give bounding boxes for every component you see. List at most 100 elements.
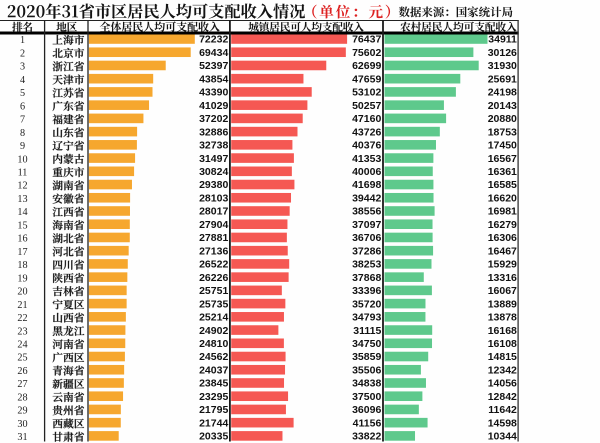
svg-text:29380: 29380: [199, 179, 228, 191]
svg-text:75602: 75602: [352, 47, 381, 59]
svg-text:50257: 50257: [352, 100, 381, 112]
svg-text:31115: 31115: [353, 325, 381, 337]
svg-text:20: 20: [17, 287, 27, 298]
svg-text:36096: 36096: [352, 404, 381, 416]
svg-text:13: 13: [17, 194, 27, 205]
svg-text:43390: 43390: [199, 87, 228, 99]
svg-text:12: 12: [17, 181, 27, 192]
svg-text:62699: 62699: [352, 60, 381, 72]
svg-text:53102: 53102: [352, 87, 381, 99]
svg-text:31497: 31497: [199, 153, 228, 165]
svg-text:72232: 72232: [199, 34, 228, 46]
svg-text:16585: 16585: [488, 179, 517, 191]
svg-text:17450: 17450: [488, 140, 517, 152]
svg-text:14056: 14056: [488, 378, 517, 390]
svg-text:7: 7: [20, 115, 25, 126]
svg-text:16306: 16306: [488, 232, 517, 244]
svg-text:34838: 34838: [352, 378, 381, 390]
svg-text:20143: 20143: [488, 100, 517, 112]
svg-text:11642: 11642: [488, 404, 517, 416]
svg-text:24037: 24037: [199, 364, 228, 376]
svg-text:24198: 24198: [488, 87, 517, 99]
svg-text:31: 31: [17, 432, 27, 443]
svg-text:32738: 32738: [199, 140, 228, 152]
svg-text:36706: 36706: [352, 232, 381, 244]
svg-text:15: 15: [17, 220, 27, 231]
svg-text:37868: 37868: [352, 272, 381, 284]
svg-text:35720: 35720: [352, 298, 381, 310]
svg-text:26: 26: [17, 366, 27, 377]
svg-text:13316: 13316: [488, 272, 517, 284]
svg-text:33396: 33396: [352, 285, 381, 297]
svg-text:28103: 28103: [199, 192, 228, 204]
svg-text:27136: 27136: [199, 245, 228, 257]
svg-text:34911: 34911: [488, 34, 517, 46]
svg-text:16168: 16168: [488, 325, 517, 337]
svg-text:13889: 13889: [488, 298, 517, 310]
svg-text:3: 3: [20, 62, 25, 73]
svg-text:27904: 27904: [199, 219, 228, 231]
svg-text:21744: 21744: [199, 417, 228, 429]
svg-text:37202: 37202: [199, 113, 228, 125]
svg-text:15929: 15929: [488, 259, 517, 271]
svg-text:21795: 21795: [199, 404, 228, 416]
svg-text:30824: 30824: [199, 166, 228, 178]
svg-text:21: 21: [17, 300, 27, 311]
svg-text:6: 6: [20, 101, 25, 112]
svg-text:37500: 37500: [352, 391, 381, 403]
svg-text:24: 24: [17, 339, 27, 350]
svg-text:12842: 12842: [488, 391, 517, 403]
svg-text:2: 2: [20, 48, 25, 59]
svg-text:38556: 38556: [352, 206, 381, 218]
svg-text:22: 22: [17, 313, 27, 324]
svg-text:39442: 39442: [352, 192, 381, 204]
svg-text:10: 10: [17, 154, 27, 165]
svg-text:24902: 24902: [199, 325, 228, 337]
svg-text:27881: 27881: [199, 232, 228, 244]
svg-text:35506: 35506: [352, 364, 381, 376]
svg-text:16: 16: [17, 234, 27, 245]
svg-text:52397: 52397: [199, 60, 228, 72]
svg-text:8: 8: [20, 128, 25, 139]
svg-text:37286: 37286: [352, 245, 381, 257]
svg-text:26226: 26226: [199, 272, 228, 284]
svg-text:14598: 14598: [488, 417, 517, 429]
svg-text:25691: 25691: [488, 73, 517, 85]
svg-text:20335: 20335: [199, 431, 228, 443]
svg-text:27: 27: [17, 379, 27, 390]
svg-text:16279: 16279: [488, 219, 517, 231]
svg-text:38253: 38253: [352, 259, 381, 271]
svg-text:1: 1: [20, 35, 25, 46]
svg-text:13878: 13878: [488, 312, 517, 324]
svg-text:19: 19: [17, 273, 27, 284]
svg-text:34793: 34793: [352, 312, 381, 324]
svg-text:47659: 47659: [352, 73, 381, 85]
svg-text:69434: 69434: [199, 47, 228, 59]
svg-text:28017: 28017: [199, 206, 228, 218]
svg-text:12342: 12342: [488, 364, 517, 376]
svg-text:40006: 40006: [352, 166, 381, 178]
svg-text:9: 9: [20, 141, 25, 152]
svg-text:32886: 32886: [199, 126, 228, 138]
svg-text:43726: 43726: [352, 126, 381, 138]
svg-text:41353: 41353: [352, 153, 381, 165]
svg-text:14815: 14815: [488, 351, 517, 363]
svg-text:4: 4: [20, 75, 25, 86]
svg-text:33822: 33822: [352, 431, 381, 443]
svg-text:23: 23: [17, 326, 27, 337]
svg-text:37097: 37097: [352, 219, 381, 231]
svg-text:10344: 10344: [488, 431, 517, 443]
svg-text:18: 18: [17, 260, 27, 271]
svg-text:41156: 41156: [353, 417, 382, 429]
svg-text:16067: 16067: [488, 285, 517, 297]
svg-text:25214: 25214: [199, 312, 228, 324]
svg-text:24810: 24810: [199, 338, 228, 350]
svg-text:18753: 18753: [488, 126, 517, 138]
svg-text:40376: 40376: [352, 140, 381, 152]
svg-text:23295: 23295: [199, 391, 228, 403]
svg-text:76437: 76437: [352, 34, 381, 46]
svg-text:34750: 34750: [352, 338, 381, 350]
svg-text:16361: 16361: [488, 166, 517, 178]
svg-text:25735: 25735: [199, 298, 228, 310]
svg-text:25751: 25751: [199, 285, 228, 297]
